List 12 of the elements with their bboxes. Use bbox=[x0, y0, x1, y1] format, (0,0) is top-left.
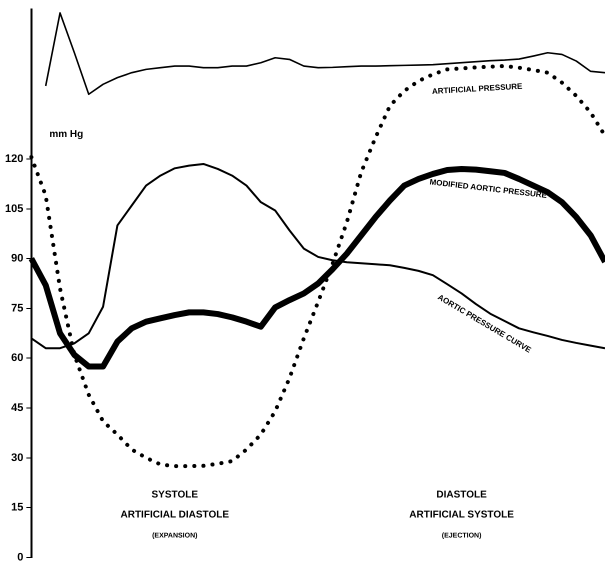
series-label: ARTIFICIAL PRESSURE bbox=[432, 82, 524, 96]
y-tick-label: 45 bbox=[11, 402, 24, 414]
y-tick-label: 15 bbox=[11, 502, 24, 514]
y-axis-title: mm Hg bbox=[49, 129, 84, 140]
y-tick-label: 105 bbox=[4, 202, 24, 215]
text: MODIFIED AORTIC PRESSURE bbox=[429, 177, 548, 200]
y-tick-label: 120 bbox=[4, 153, 24, 166]
y-tick-label: 0 bbox=[17, 551, 24, 564]
y-tick-label: 75 bbox=[11, 302, 24, 314]
y-tick-label: 30 bbox=[11, 452, 24, 464]
y-tick-label: 60 bbox=[11, 352, 24, 364]
y-tick-label: 90 bbox=[11, 252, 24, 265]
